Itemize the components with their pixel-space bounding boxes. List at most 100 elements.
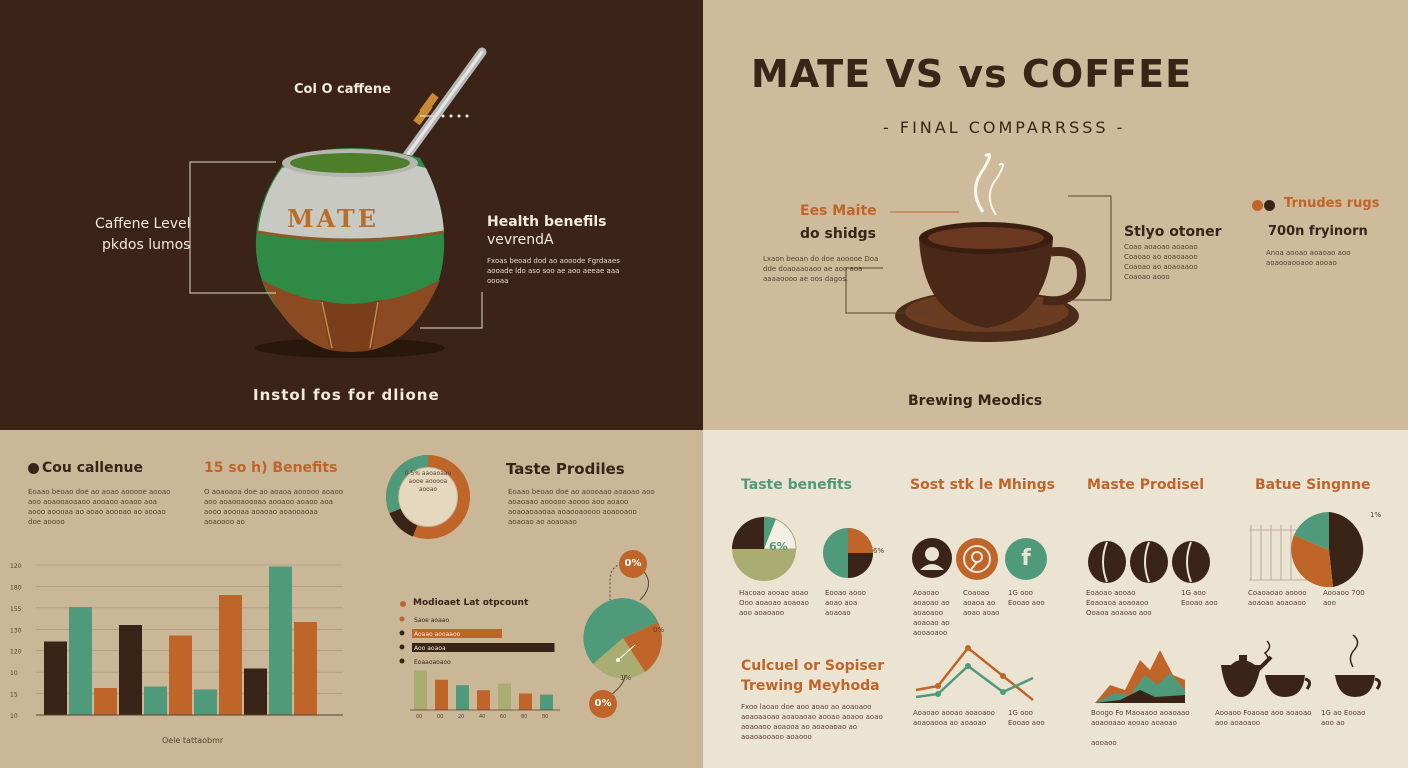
health-benefits-title: Health benefils bbox=[487, 214, 607, 230]
caffeine-level-sublabel: pkdos lumos bbox=[102, 237, 191, 253]
hbar-label: Eoaaoaoaoo bbox=[414, 659, 451, 666]
comparison-header-panel: MATE VS vs COFFEE - FINAL COMPARRSSS - E… bbox=[703, 0, 1408, 430]
pie-badge-bottom-text: 0% bbox=[594, 698, 612, 709]
brewing-methods-subtitle: Trewing Meyhoda bbox=[741, 678, 880, 694]
brewing-caption: Brewing Meodics bbox=[908, 393, 1043, 409]
bar bbox=[144, 686, 167, 715]
mountain-caption-2: aooaoo bbox=[1091, 739, 1117, 747]
mini-bar-tick: 00 bbox=[437, 714, 443, 720]
page-title: MATE VS vs COFFEE bbox=[751, 52, 1193, 96]
mountain-caption-1: Boogo Fo Maoaaoo aoaoaao aoaooaao aooao … bbox=[1091, 709, 1190, 727]
pie-badge-top: 0% bbox=[619, 550, 647, 578]
beans-caption-1: Eoaoao aooao Eoaoaoa aoaoaoo Ooaoa aoaoa… bbox=[1086, 589, 1152, 617]
y-tick-label: 180 bbox=[10, 584, 22, 591]
pie-chart bbox=[583, 598, 662, 679]
bottom-caption: Instol fos for dlione bbox=[253, 386, 440, 404]
style-callout-body: Coao aoaoao aoaoao Coaoao ao aoaoaaoo Co… bbox=[1124, 243, 1198, 281]
gourd-label: MATE bbox=[287, 204, 380, 233]
infographic-panel: Taste benefits Sost stk le Mhings Maste … bbox=[703, 430, 1408, 768]
bar-chart: 120 180 155 130 120 10 15 10 bbox=[10, 563, 343, 720]
trends-title: Trnudes rugs bbox=[1284, 196, 1380, 211]
pie-caption-2: Eooao aooo aoao aoa aoaoao bbox=[825, 589, 866, 617]
y-tick-label: 130 bbox=[10, 627, 22, 634]
hbar-label: Aoaao aooaaoo bbox=[414, 631, 461, 638]
coffee-beans-icon bbox=[1088, 541, 1210, 583]
user-icon[interactable] bbox=[912, 538, 952, 578]
trends-body: Anoa aooao aoaoao aoo aoaooaooaoo aooao bbox=[1266, 249, 1351, 267]
mini-bar-tick: 20 bbox=[458, 714, 464, 720]
line-chart-caption-1: Aoaoao aooao aoaoaoo aoaoaooa ao aoaoao bbox=[913, 709, 995, 727]
mini-bar bbox=[540, 694, 553, 710]
hbar bbox=[412, 657, 465, 666]
hbar-bullet bbox=[399, 658, 405, 664]
icons-caption-3: 1G ooo Eooao aoo bbox=[1008, 589, 1045, 607]
caffeine-section-title: Cou callenue bbox=[42, 460, 144, 476]
col4-caption-1: Coaoaoao aoooo aoaoao aoaoaoo bbox=[1248, 589, 1307, 607]
mate-panel: MATE Col O caffene Caffene Level pkdos l… bbox=[0, 0, 703, 430]
pie-taste-label: 6% bbox=[769, 540, 788, 553]
donut-chart bbox=[386, 455, 470, 539]
pie-caption-1: Hacoao aooao aoao Ooo aoaoao aoaoao aoo … bbox=[739, 589, 809, 617]
caffeine-section-body: Eoaao beoao doe ao aoao aooooe aooao aoo… bbox=[28, 488, 171, 526]
teapot-caption-1: Aooaoo Foaoao aoo aoaoao aoo aoaoaoo bbox=[1215, 709, 1312, 727]
horizontal-bar-chart: Saoe aoaao Aoaao aooaaoo Aoo aoaoa Eoaaoaoa… bbox=[399, 615, 555, 666]
y-tick-label: 120 bbox=[10, 563, 22, 570]
teapot-and-cups-icon bbox=[1221, 634, 1382, 697]
y-tick-label: 10 bbox=[10, 670, 18, 677]
hbar-label: Aoo aoaoa bbox=[414, 645, 446, 652]
pie-taste-2-label: 6% bbox=[873, 547, 885, 555]
coffee-cup-illustration bbox=[845, 153, 1112, 342]
beans-caption-2: 1G aoo Eooao aoo bbox=[1181, 589, 1218, 607]
col3-title: Maste Prodisel bbox=[1087, 477, 1205, 493]
hbar-bullet bbox=[399, 644, 405, 650]
pie-side-label: 0% bbox=[653, 626, 665, 634]
hbar-bullet bbox=[399, 630, 405, 636]
mate-callout-body: Lxaon beoan do doe aooooe Doa dde doaoaa… bbox=[763, 255, 879, 283]
y-tick-label: 120 bbox=[10, 649, 22, 656]
bar bbox=[119, 625, 142, 715]
bullet-icon bbox=[28, 463, 39, 474]
pie-grid-label: 1% bbox=[1370, 511, 1382, 519]
pie-chart-taste bbox=[732, 516, 797, 581]
benefits-section-title: 15 so h) Benefits bbox=[204, 460, 338, 476]
bar bbox=[69, 607, 92, 715]
bar bbox=[269, 566, 292, 715]
bullet-dots-icon bbox=[1252, 196, 1275, 215]
col4-caption-2: Aooaoo 700 aoo bbox=[1323, 589, 1365, 607]
pie-badge-bottom: 0% bbox=[589, 690, 617, 718]
bar bbox=[169, 635, 192, 715]
facebook-icon[interactable]: f bbox=[1005, 538, 1047, 580]
bar bbox=[219, 595, 242, 715]
mate-callout-title: Ees Maite bbox=[800, 203, 877, 219]
hbar-title: Modioaet Lat otpcount bbox=[413, 598, 529, 608]
brewing-methods-title: Culcuel or Sopiser bbox=[741, 658, 885, 674]
hbar-label: Saoe aoaao bbox=[414, 617, 449, 624]
hbar bbox=[412, 629, 502, 638]
caffeine-callout: Col O caffene bbox=[294, 82, 391, 97]
hbar-bullet bbox=[399, 616, 405, 622]
mini-bar-tick: 80 bbox=[542, 714, 548, 720]
taste-profiles-title: Taste Prodiles bbox=[506, 460, 625, 478]
mini-bar bbox=[519, 693, 532, 710]
mini-bar bbox=[498, 683, 511, 710]
y-tick-label: 155 bbox=[10, 606, 22, 613]
pie-small-label: 1% bbox=[620, 674, 632, 682]
bullet-icon bbox=[400, 601, 406, 607]
icons-caption-2: Coaoao aoaoa ao aoao aoao bbox=[963, 589, 1000, 617]
mini-bar-tick: 40 bbox=[479, 714, 485, 720]
mini-bar-chart: 00 00 20 40 60 80 80 bbox=[410, 670, 560, 720]
mini-bar-tick: 80 bbox=[521, 714, 527, 720]
health-benefits-body: Fxoas beoad dod ao aooode Fgrdaaes aooad… bbox=[487, 257, 620, 285]
hbar bbox=[412, 643, 555, 652]
y-tick-label: 15 bbox=[10, 692, 18, 699]
bar-chart-caption: Oele tattaobmr bbox=[162, 736, 224, 745]
location-icon[interactable] bbox=[956, 538, 998, 580]
mountain-chart bbox=[1095, 650, 1185, 703]
page-subtitle: - FINAL COMPARRSSS - bbox=[883, 118, 1126, 137]
donut-center-text: 0 5% aaoaoaao aooe aooooa aooao bbox=[404, 470, 452, 493]
line-chart-caption-2: 1G ooo Eooao aoo bbox=[1008, 709, 1045, 727]
charts-panel: Cou callenue Eoaao beoao doe ao aoao aoo… bbox=[0, 430, 703, 768]
col2-title: Sost stk le Mhings bbox=[910, 477, 1055, 493]
mate-gourd-illustration bbox=[189, 47, 487, 358]
brewing-methods-body: Fxoo laoao doe aoo aoao ao aoaoaoo aoaoa… bbox=[741, 703, 883, 741]
